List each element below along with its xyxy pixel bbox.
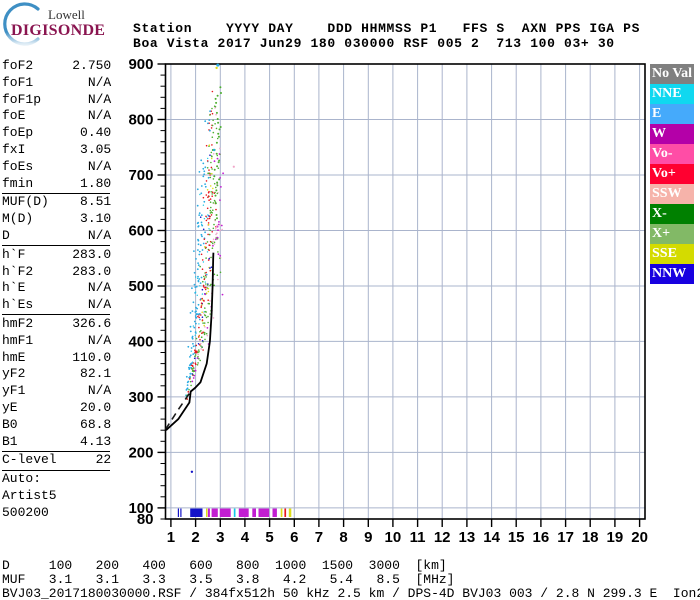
svg-text:80: 80 <box>137 511 154 528</box>
svg-text:2: 2 <box>191 529 199 546</box>
svg-text:14: 14 <box>483 529 500 546</box>
svg-text:5: 5 <box>265 529 273 546</box>
svg-text:6: 6 <box>290 529 298 546</box>
svg-text:15: 15 <box>508 529 525 546</box>
svg-text:200: 200 <box>128 444 153 461</box>
svg-text:300: 300 <box>128 389 153 406</box>
svg-text:9: 9 <box>364 529 372 546</box>
svg-text:800: 800 <box>128 112 153 129</box>
svg-text:16: 16 <box>533 529 550 546</box>
svg-text:18: 18 <box>582 529 599 546</box>
svg-text:13: 13 <box>459 529 476 546</box>
svg-text:11: 11 <box>410 529 426 546</box>
svg-text:20: 20 <box>631 529 648 546</box>
svg-text:1: 1 <box>167 529 175 546</box>
svg-text:10: 10 <box>385 529 402 546</box>
svg-text:400: 400 <box>128 333 153 350</box>
svg-text:8: 8 <box>339 529 347 546</box>
svg-text:7: 7 <box>315 529 323 546</box>
svg-text:19: 19 <box>607 529 624 546</box>
svg-text:700: 700 <box>128 167 153 184</box>
svg-text:900: 900 <box>128 56 153 73</box>
svg-text:3: 3 <box>216 529 224 546</box>
svg-text:12: 12 <box>434 529 451 546</box>
svg-text:600: 600 <box>128 223 153 240</box>
svg-text:4: 4 <box>241 529 250 546</box>
svg-text:500: 500 <box>128 278 153 295</box>
svg-text:17: 17 <box>557 529 574 546</box>
